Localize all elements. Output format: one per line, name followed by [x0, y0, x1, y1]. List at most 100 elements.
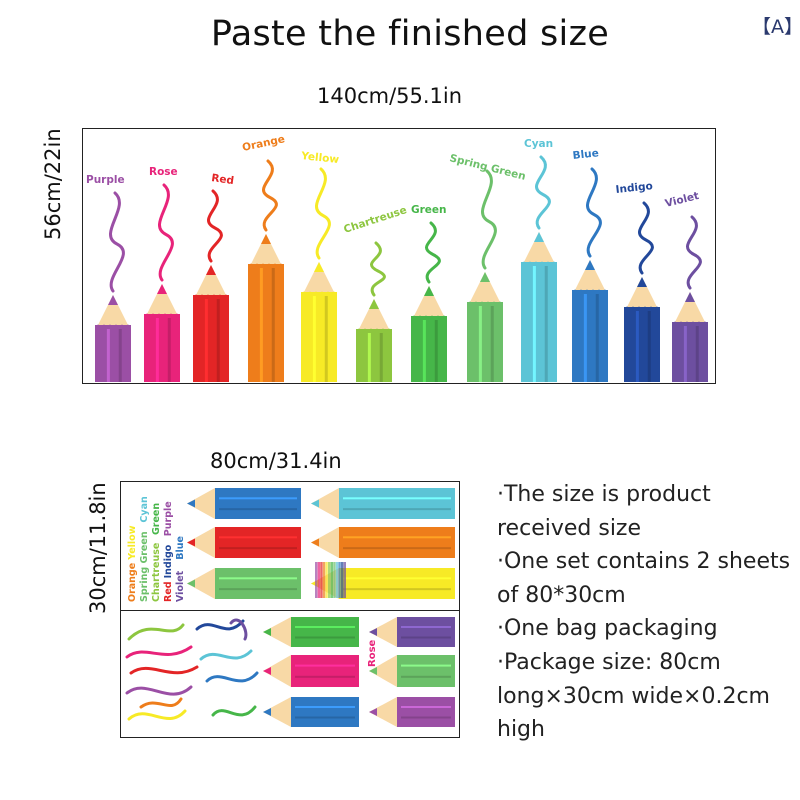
pencil-lead [261, 234, 271, 244]
large-panel-width-label: 140cm/55.1in [317, 84, 463, 108]
sheet-label: Cyan [139, 496, 150, 523]
pencil-stripe [295, 636, 355, 639]
pencil-stripe [295, 716, 355, 719]
pencil-red: Red [193, 172, 235, 382]
pencil-stripe [204, 299, 208, 382]
pencil-body [467, 302, 503, 382]
pencil-stripe [683, 326, 687, 382]
pencil-label: Indigo [615, 180, 653, 196]
pencil-collar [193, 294, 229, 307]
pencil-wood [467, 272, 503, 308]
pencil-label: Chartreuse [342, 204, 408, 236]
sheet-label: Chartreuse [151, 543, 162, 602]
pencil-stripe [343, 508, 451, 511]
pencil-label: Blue [572, 147, 599, 162]
pencil-collar [356, 328, 392, 341]
pencil-label: Spring Green [448, 152, 527, 183]
sticker-pencil [187, 568, 301, 599]
pencil-stripe [401, 664, 451, 667]
pencil-body [397, 655, 455, 687]
pencil-body [397, 617, 455, 647]
pencil-wood [356, 299, 392, 335]
swatch [333, 562, 336, 598]
pencil-lead [585, 260, 595, 270]
pencil-collar [572, 289, 608, 302]
finished-size-panel: Purple Rose Red Orange Yellow Chartreuse Green… [82, 128, 716, 384]
pencil-blue: Blue [572, 147, 608, 382]
pencil-string [535, 155, 551, 230]
pencil-wood [311, 527, 339, 558]
pencil-stripe [155, 318, 159, 382]
pencil-lead [424, 286, 434, 296]
pencil-stripe [271, 268, 275, 382]
pencil-lead [311, 499, 319, 508]
swatch [317, 562, 320, 598]
swatch [338, 562, 341, 598]
pencil-lead [534, 232, 544, 242]
sticker-sheet-1-art: Orange Yellow Spring Green Cyan Chartreuse Gr… [127, 488, 455, 602]
pencil-wood [263, 617, 291, 647]
pencil-stripe [379, 333, 383, 382]
pencil-wood [301, 262, 337, 298]
pencil-label: Purple [86, 174, 125, 186]
sheet-label-rose: Rose [367, 639, 378, 667]
info-line-package-size: ·Package size: 80cm long×30cm wide×0.2cm… [497, 649, 770, 743]
sticker-pencil [311, 488, 455, 519]
pencil-indigo: Indigo [615, 180, 660, 382]
sheet-label: Spring Green [139, 531, 150, 602]
pencil-body [339, 568, 455, 599]
pencil-yellow: Yellow [300, 150, 340, 382]
color-swatch-strip [315, 562, 346, 598]
pencil-string [262, 159, 278, 232]
pencil-stripe [583, 294, 587, 382]
pencil-stripe [635, 311, 639, 382]
large-panel-height-label: 56cm/22in [41, 128, 65, 240]
pencil-string [370, 241, 386, 297]
squiggle-string [199, 649, 253, 661]
pencil-wood [187, 488, 215, 519]
pencil-wood [263, 697, 291, 727]
sticker-pencil [369, 697, 455, 727]
pencil-stripe [490, 306, 494, 382]
pencil-lead [369, 628, 377, 636]
sheet-height-label: 30cm/11.8in [86, 482, 110, 614]
pencil-stripe [343, 497, 451, 500]
pencil-lead [157, 284, 167, 294]
pencil-lead [369, 667, 377, 675]
pencil-wood [369, 655, 397, 687]
pencil-lead [206, 265, 216, 275]
sticker-pencil [311, 527, 455, 558]
sticker-pencil [263, 617, 359, 647]
sheet-label: Red [163, 581, 174, 602]
pencil-lead [263, 708, 271, 716]
pencil-stripe [401, 636, 451, 639]
pencil-stripe [219, 497, 297, 500]
pencil-stripe [532, 266, 536, 382]
sticker-pencil [369, 617, 455, 647]
pencil-body [248, 264, 284, 382]
pencil-stripe [219, 577, 297, 580]
swatch [343, 562, 346, 598]
sticker-pencil [263, 655, 359, 687]
pencil-stripe [219, 508, 297, 511]
pencil-stripe [401, 626, 451, 628]
sheet-label: Yellow [127, 525, 138, 560]
sticker-sheet-1: Orange Yellow Spring Green Cyan Chartreuse Gr… [120, 481, 460, 611]
pencil-collar [144, 313, 180, 326]
sticker-pencil [187, 527, 301, 558]
swatch [325, 562, 328, 598]
pencil-body [215, 568, 301, 599]
pencil-stripe [595, 294, 599, 382]
pencil-stripe [695, 326, 699, 382]
sticker-pencil [369, 655, 455, 687]
pencil-lead [637, 277, 647, 287]
swatch [315, 562, 318, 598]
pencil-illustration: Purple Rose Red Orange Yellow Chartreuse Green… [86, 133, 708, 382]
pencil-stripe [343, 588, 451, 591]
pencil-stripe [343, 577, 451, 580]
pencil-lead [314, 262, 324, 272]
pencil-stripe [367, 333, 371, 382]
pencil-string [109, 191, 125, 293]
swatch [320, 562, 323, 598]
pencil-wood [521, 232, 557, 268]
